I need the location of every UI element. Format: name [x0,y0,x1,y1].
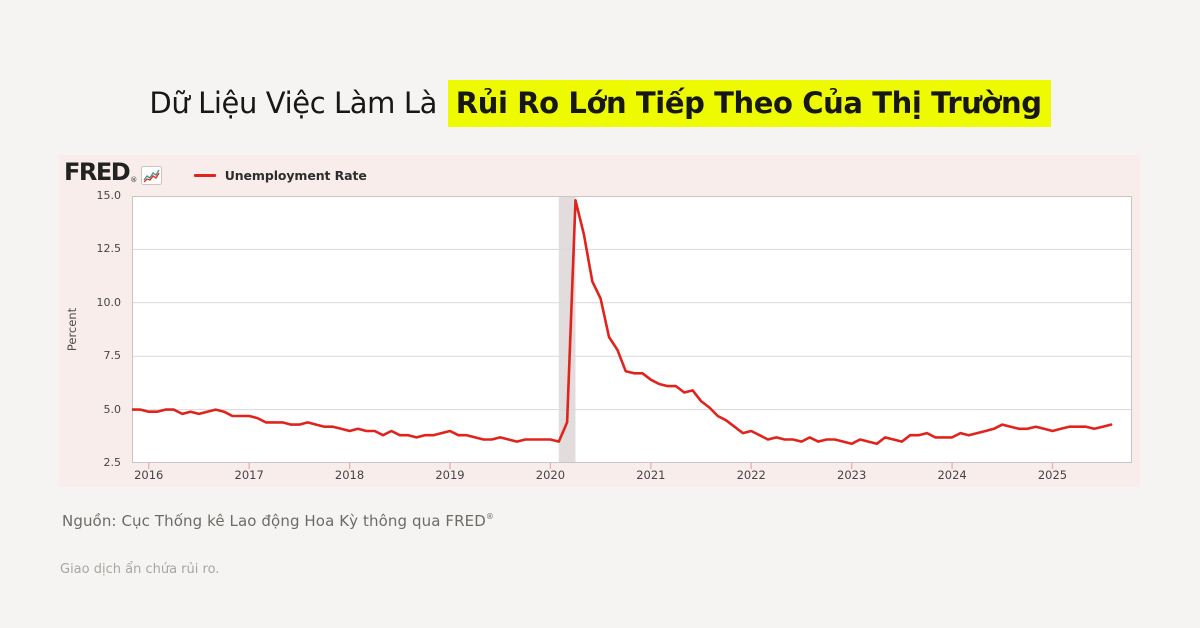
x-tick-label: 2019 [435,468,465,482]
legend: Unemployment Rate [193,167,367,183]
unemployment-line-chart [132,196,1132,469]
page-title-plain: Dữ Liệu Việc Làm Là [149,86,446,120]
x-tick-label: 2024 [937,468,967,482]
page-title-highlight: Rủi Ro Lớn Tiếp Theo Của Thị Trường [447,80,1051,127]
x-tick-label: 2016 [134,468,164,482]
fred-logo-text: FRED [64,158,131,186]
y-axis-title: Percent [65,307,79,352]
x-tick-label: 2021 [636,468,666,482]
x-tick-label: 2017 [234,468,264,482]
page-title: Dữ Liệu Việc Làm Là Rủi Ro Lớn Tiếp Theo… [0,80,1200,127]
chart-header: FRED® Unemployment Rate [64,158,367,191]
fred-logo: FRED® [64,158,137,191]
y-tick-label: 7.5 [103,349,122,363]
registered-mark: ® [130,176,137,184]
y-tick-label: 12.5 [96,242,122,256]
legend-label: Unemployment Rate [224,167,367,183]
x-tick-label: 2018 [334,468,365,482]
sparkline-icon [140,165,162,185]
fred-chart-card: FRED® Unemployment Rate Percent 15.0 12.5… [59,155,1140,487]
risk-disclaimer: Giao dịch ẩn chứa rủi ro. [60,562,220,577]
y-tick-label: 10.0 [96,295,122,309]
source-registered-mark: ® [485,512,494,521]
x-tick-label: 2025 [1037,468,1068,482]
source-note: Nguồn: Cục Thống kê Lao động Hoa Kỳ thôn… [62,512,494,530]
y-tick-label: 15.0 [96,189,122,202]
x-tick-label: 2020 [535,468,566,482]
legend-line-swatch [193,173,216,177]
x-tick-label: 2022 [736,468,766,482]
y-tick-label: 5.0 [103,402,122,416]
source-text: Nguồn: Cục Thống kê Lao động Hoa Kỳ thôn… [62,512,486,530]
y-tick-label: 2.5 [103,456,122,469]
x-tick-label: 2023 [837,468,867,482]
